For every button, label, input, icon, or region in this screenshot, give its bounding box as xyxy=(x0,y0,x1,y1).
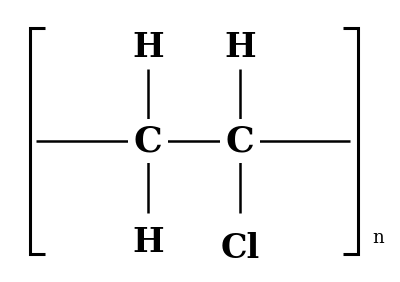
Text: C: C xyxy=(134,124,162,158)
Text: H: H xyxy=(132,226,164,259)
Text: n: n xyxy=(372,229,384,247)
Text: H: H xyxy=(224,31,256,65)
Text: Cl: Cl xyxy=(220,232,260,265)
Text: H: H xyxy=(132,31,164,65)
Text: C: C xyxy=(226,124,254,158)
